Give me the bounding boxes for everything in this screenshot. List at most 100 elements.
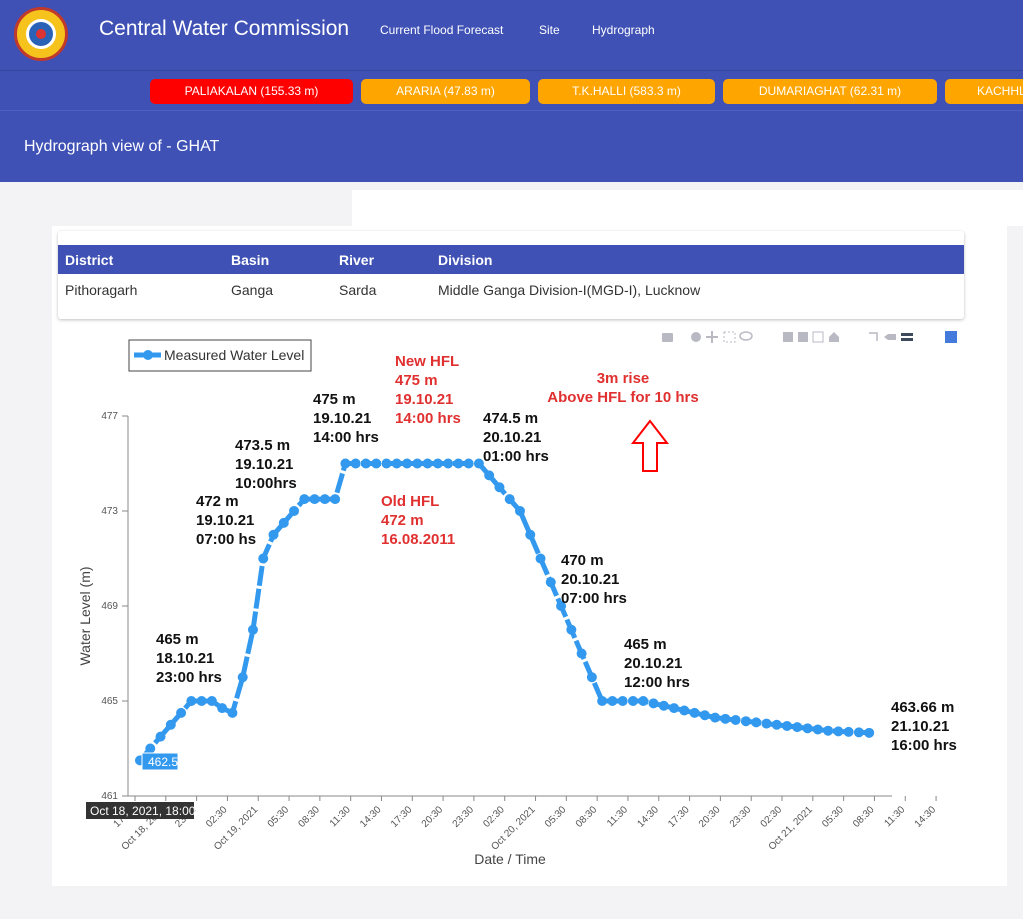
reset-axes-icon[interactable]: [829, 332, 839, 342]
data-point[interactable]: [586, 672, 597, 683]
data-point[interactable]: [340, 458, 351, 469]
data-point[interactable]: [381, 458, 392, 469]
data-point[interactable]: [699, 710, 710, 721]
data-point[interactable]: [227, 707, 238, 718]
data-point[interactable]: [802, 723, 813, 734]
data-point[interactable]: [453, 458, 464, 469]
data-point[interactable]: [350, 458, 361, 469]
data-point[interactable]: [792, 722, 803, 733]
chart-legend[interactable]: Measured Water Level: [128, 339, 312, 372]
data-point[interactable]: [730, 715, 741, 725]
data-point[interactable]: [740, 716, 751, 727]
ticker-chip-paliakalan[interactable]: PALIAKALAN (155.33 m): [150, 79, 353, 104]
data-point[interactable]: [484, 470, 495, 481]
spike-lines-icon[interactable]: [869, 332, 878, 341]
data-point[interactable]: [196, 696, 207, 706]
data-point[interactable]: [843, 726, 854, 737]
hover-closest-icon[interactable]: [884, 334, 896, 340]
x-tick-label: 11:30: [328, 804, 353, 829]
data-point[interactable]: [206, 696, 217, 706]
autoscale-icon[interactable]: [812, 331, 824, 343]
data-point[interactable]: [443, 458, 454, 469]
data-point[interactable]: [627, 696, 638, 706]
data-point[interactable]: [247, 624, 258, 635]
data-point[interactable]: [319, 494, 330, 505]
data-point[interactable]: [504, 494, 515, 505]
data-point[interactable]: [155, 731, 166, 742]
data-point[interactable]: [545, 577, 556, 588]
data-point[interactable]: [371, 458, 382, 469]
cwc-logo-icon[interactable]: [14, 7, 68, 61]
data-point[interactable]: [812, 724, 823, 735]
nav-hydrograph[interactable]: Hydrograph: [592, 23, 655, 37]
data-point[interactable]: [391, 458, 402, 469]
data-point[interactable]: [299, 494, 310, 505]
camera-icon[interactable]: [662, 333, 673, 342]
ticker-chip-araria[interactable]: ARARIA (47.83 m): [361, 79, 530, 104]
data-point[interactable]: [289, 506, 300, 516]
zoom-icon[interactable]: [691, 332, 701, 342]
data-point[interactable]: [556, 601, 567, 611]
data-point[interactable]: [186, 696, 197, 706]
data-point[interactable]: [412, 458, 423, 469]
data-point[interactable]: [597, 696, 608, 706]
data-point[interactable]: [833, 726, 844, 737]
th-river: River: [339, 252, 375, 268]
annotation-label: 16:00 hrs: [891, 737, 957, 754]
data-point[interactable]: [617, 696, 628, 706]
data-point[interactable]: [535, 553, 546, 564]
data-point[interactable]: [432, 458, 443, 469]
data-point[interactable]: [165, 719, 176, 730]
data-point[interactable]: [823, 725, 834, 736]
pan-icon[interactable]: [706, 331, 718, 343]
data-point[interactable]: [751, 717, 762, 728]
data-point[interactable]: [864, 727, 875, 738]
data-point[interactable]: [853, 727, 864, 738]
data-point[interactable]: [278, 517, 289, 528]
data-point[interactable]: [402, 458, 413, 469]
ticker-chip-tk-halli[interactable]: T.K.HALLI (583.3 m): [538, 79, 715, 104]
nav-current-flood-forecast[interactable]: Current Flood Forecast: [380, 23, 504, 37]
data-point[interactable]: [268, 529, 279, 540]
data-point[interactable]: [607, 696, 618, 706]
lasso-icon[interactable]: [739, 331, 753, 341]
plotly-logo-icon[interactable]: [945, 331, 957, 343]
app-title[interactable]: Central Water Commission: [99, 17, 350, 40]
data-point[interactable]: [176, 707, 187, 718]
data-point[interactable]: [566, 624, 577, 635]
data-point[interactable]: [330, 494, 341, 505]
annotation-label: 474.5 m: [483, 410, 538, 427]
data-point[interactable]: [689, 707, 700, 718]
data-point[interactable]: [658, 700, 669, 711]
data-point[interactable]: [237, 672, 248, 683]
data-point[interactable]: [473, 458, 484, 469]
data-point[interactable]: [494, 482, 505, 493]
box-select-icon[interactable]: [723, 331, 736, 343]
data-point[interactable]: [761, 718, 772, 729]
content-strip: [352, 190, 1023, 226]
data-point[interactable]: [669, 703, 680, 714]
data-point[interactable]: [514, 506, 525, 516]
data-point[interactable]: [648, 698, 659, 709]
data-point[interactable]: [525, 529, 536, 540]
data-point[interactable]: [309, 494, 320, 505]
data-point[interactable]: [576, 648, 587, 659]
zoom-out-icon[interactable]: [798, 332, 808, 342]
data-point[interactable]: [422, 458, 433, 469]
zoom-in-icon[interactable]: [783, 332, 793, 342]
data-point[interactable]: [638, 696, 649, 706]
nav-site[interactable]: Site: [539, 23, 560, 37]
data-point[interactable]: [217, 703, 228, 714]
ticker-chip-dumariaghat[interactable]: DUMARIAGHAT (62.31 m): [723, 79, 937, 104]
data-point[interactable]: [771, 719, 782, 730]
data-point[interactable]: [782, 720, 793, 731]
data-point[interactable]: [360, 458, 371, 469]
data-point[interactable]: [145, 743, 156, 754]
data-point[interactable]: [258, 553, 269, 564]
hover-compare-icon[interactable]: [901, 333, 913, 336]
ticker-chip-kachhla[interactable]: KACHHLA: [945, 79, 1023, 104]
data-point[interactable]: [720, 713, 731, 724]
data-point[interactable]: [463, 458, 474, 469]
data-point[interactable]: [710, 712, 721, 723]
data-point[interactable]: [679, 705, 690, 716]
